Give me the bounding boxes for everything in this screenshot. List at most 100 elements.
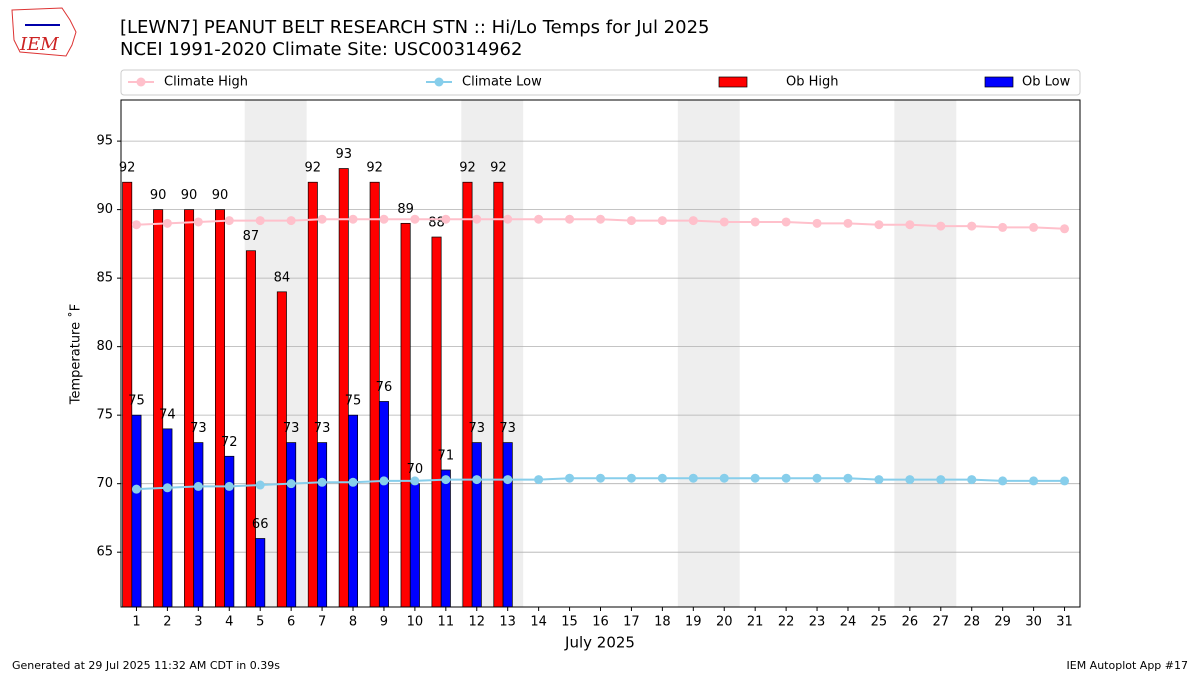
- data-label: 73: [283, 421, 300, 436]
- data-label: 87: [243, 229, 260, 244]
- line-marker: [379, 214, 389, 224]
- line-marker: [410, 476, 420, 486]
- line-marker: [534, 475, 544, 485]
- data-label: 73: [499, 421, 516, 436]
- line-marker: [379, 476, 389, 486]
- line-marker: [162, 218, 172, 228]
- bar: [317, 442, 328, 608]
- weekend-band: [894, 100, 957, 607]
- x-tick-label: 26: [902, 615, 919, 630]
- line-marker: [255, 480, 265, 490]
- bar: [245, 250, 256, 608]
- data-label: 92: [119, 161, 136, 176]
- line-marker: [657, 216, 667, 226]
- line-marker: [998, 222, 1008, 232]
- logo: IEM: [11, 7, 77, 57]
- data-label: 89: [397, 202, 414, 217]
- x-tick-label: 9: [380, 615, 388, 630]
- line-marker: [565, 473, 575, 483]
- legend-marker: [136, 77, 146, 87]
- bar: [276, 291, 287, 608]
- x-tick-label: 12: [468, 615, 485, 630]
- line-marker: [596, 214, 605, 224]
- x-tick-label: 5: [256, 615, 264, 630]
- line-marker: [874, 220, 884, 230]
- x-tick-label: 29: [994, 615, 1011, 630]
- data-label: 75: [128, 394, 145, 409]
- line-marker: [936, 475, 946, 485]
- line-marker: [812, 473, 822, 483]
- legend-swatch: [984, 76, 1014, 88]
- line-marker: [626, 216, 636, 226]
- x-tick-label: 25: [871, 615, 888, 630]
- line-marker: [657, 473, 667, 483]
- bar: [348, 414, 359, 608]
- bar: [471, 442, 482, 608]
- data-label: 90: [181, 188, 198, 203]
- bar: [193, 442, 204, 608]
- x-tick-label: 16: [592, 615, 609, 630]
- data-label: 92: [366, 161, 383, 176]
- line-marker: [441, 214, 451, 224]
- footer-left: Generated at 29 Jul 2025 11:32 AM CDT in…: [12, 659, 280, 672]
- data-label: 72: [221, 435, 238, 450]
- data-label: 71: [438, 448, 455, 463]
- chart-subtitle: NCEI 1991-2020 Climate Site: USC00314962: [120, 39, 522, 60]
- bar: [215, 209, 225, 608]
- x-tick-label: 18: [654, 615, 671, 630]
- chart-title: [LEWN7] PEANUT BELT RESEARCH STN :: Hi/L…: [120, 17, 710, 38]
- x-tick-label: 28: [963, 615, 980, 630]
- data-label: 92: [305, 161, 322, 176]
- line-marker: [472, 475, 482, 485]
- line-marker: [441, 475, 451, 485]
- x-tick-label: 13: [499, 615, 516, 630]
- line-marker: [565, 214, 575, 224]
- data-label: 73: [468, 421, 485, 436]
- line-marker: [874, 475, 884, 485]
- bar: [224, 455, 235, 608]
- bar: [338, 168, 349, 608]
- data-label: 90: [150, 188, 167, 203]
- bar: [307, 181, 318, 608]
- line-marker: [255, 216, 265, 226]
- data-label: 92: [490, 161, 507, 176]
- x-tick-label: 21: [747, 615, 764, 630]
- line-marker: [967, 475, 977, 485]
- legend-label: Climate Low: [462, 75, 542, 90]
- x-tick-label: 23: [809, 615, 826, 630]
- data-label: 73: [190, 421, 207, 436]
- x-tick-label: 20: [716, 615, 733, 630]
- x-tick-label: 27: [933, 615, 950, 630]
- x-tick-label: 8: [349, 615, 357, 630]
- line-marker: [998, 476, 1008, 486]
- y-tick-label: 70: [96, 476, 113, 491]
- legend-label: Ob High: [786, 75, 839, 90]
- x-tick-label: 6: [287, 615, 295, 630]
- line-marker: [626, 473, 636, 483]
- x-tick-label: 10: [407, 615, 424, 630]
- line-marker: [317, 214, 327, 224]
- line-marker: [193, 481, 203, 491]
- line-marker: [131, 484, 141, 494]
- bar: [286, 442, 297, 608]
- y-tick-label: 95: [96, 134, 113, 149]
- line-marker: [967, 221, 977, 231]
- x-tick-label: 2: [163, 615, 171, 630]
- line-marker: [534, 214, 544, 224]
- bar: [255, 538, 266, 608]
- bar: [400, 222, 411, 608]
- data-label: 74: [159, 407, 176, 422]
- line-marker: [1060, 476, 1070, 486]
- line-marker: [1029, 476, 1039, 486]
- line-marker: [781, 217, 791, 227]
- x-axis-label: July 2025: [564, 634, 635, 652]
- legend-marker: [434, 77, 444, 87]
- x-tick-label: 4: [225, 615, 233, 630]
- bar: [378, 401, 389, 608]
- plot-frame: [120, 99, 1081, 608]
- x-tick-label: 14: [530, 615, 547, 630]
- line-marker: [905, 475, 915, 485]
- y-tick-label: 80: [96, 339, 113, 354]
- data-label: 93: [335, 147, 352, 162]
- bar: [431, 236, 442, 608]
